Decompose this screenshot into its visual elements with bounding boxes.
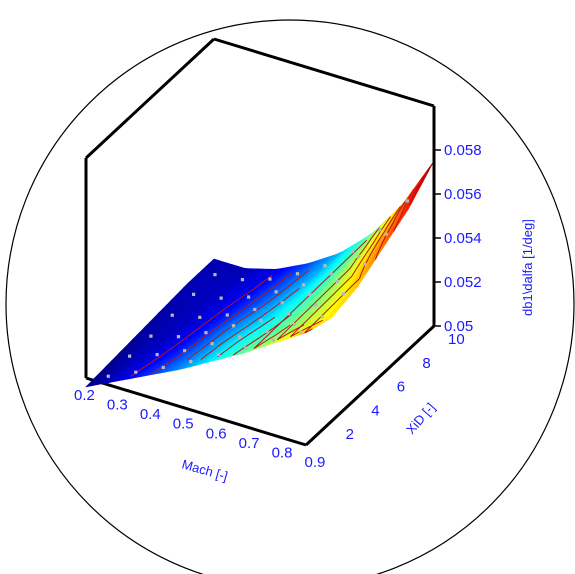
frame-edge-back-4 (85, 376, 307, 447)
data-point (259, 319, 263, 323)
data-point (268, 277, 272, 281)
data-point (274, 290, 278, 294)
frame-edge-back-2 (213, 37, 435, 108)
y-tick-label: 4 (371, 402, 379, 419)
data-point (106, 374, 110, 378)
data-point (149, 334, 153, 338)
data-point (271, 338, 275, 342)
data-point (308, 292, 312, 296)
contour-line-8 (290, 216, 391, 338)
data-point (155, 353, 159, 357)
data-point (213, 273, 217, 277)
x-tick-label: 0.9 (305, 454, 326, 471)
data-point (176, 335, 181, 339)
data-point (240, 278, 245, 282)
viewport-ring (5, 19, 575, 574)
data-point (314, 303, 318, 307)
z-axis-title: db1\dalfa [1/deg] (520, 219, 535, 316)
y-axis-title: XiD [-] (403, 400, 438, 437)
data-point (210, 342, 214, 346)
front-frame (304, 106, 436, 447)
x-tick-label: 0.6 (206, 425, 227, 442)
y-tick-label: 10 (448, 331, 465, 348)
data-point (134, 370, 138, 374)
x-axis-title: Mach [-] (180, 456, 229, 483)
data-point (189, 360, 193, 364)
data-point (302, 283, 306, 287)
data-point (247, 295, 251, 299)
data-point (363, 262, 367, 266)
data-point (320, 315, 324, 319)
contour-line-9 (304, 206, 401, 334)
contour-lines (130, 172, 427, 377)
data-point (335, 280, 339, 284)
contour-line-4 (217, 316, 275, 358)
data-point (225, 313, 229, 317)
z-tick-label: 0.058 (444, 142, 482, 159)
contour-line-1 (150, 272, 293, 375)
data-point (357, 254, 361, 259)
data-point (329, 271, 333, 276)
data-point (384, 232, 388, 236)
data-point (231, 324, 236, 328)
contour-line-3 (200, 288, 300, 360)
data-point (216, 352, 220, 357)
y-tick-label: 2 (346, 426, 354, 443)
contour-line-7 (276, 227, 380, 341)
frame-edge-front-0 (304, 324, 436, 447)
data-point (350, 249, 355, 254)
x-tick-label: 0.2 (74, 387, 95, 404)
contour-line-11 (393, 188, 415, 232)
z-tick-label: 0.056 (444, 186, 482, 203)
y-tick-label: 8 (422, 355, 430, 372)
data-point (378, 228, 382, 232)
data-point (295, 272, 300, 276)
data-point (280, 301, 284, 305)
contour-line-0 (130, 274, 273, 377)
data-point (323, 264, 327, 268)
y-tick-label: 6 (397, 379, 405, 396)
contour-line-6 (253, 239, 368, 350)
data-point (299, 330, 303, 334)
x-tick-label: 0.8 (272, 444, 293, 461)
data-point (198, 315, 202, 319)
data-point (405, 199, 410, 203)
data-point (244, 346, 248, 350)
contour-line-2 (186, 269, 310, 361)
z-tick-label: 0.05 (444, 318, 473, 335)
surface-mesh (85, 160, 435, 388)
data-point (219, 296, 223, 300)
data-point (128, 354, 132, 358)
data-points (106, 199, 410, 378)
data-point (286, 312, 291, 316)
contour-line-12 (410, 183, 419, 205)
x-tick-label: 0.4 (140, 406, 161, 423)
z-tick-label: 0.054 (444, 230, 482, 247)
x-tick-label: 0.5 (173, 416, 194, 433)
data-point (192, 292, 196, 296)
data-point (238, 335, 242, 339)
data-point (183, 349, 187, 353)
tick-labels: 0.2 0.3 0.4 0.5 0.6 0.7 0.8 0.9 24 68 100.05 0.052 0… (74, 142, 482, 471)
x-tick-label: 0.3 (107, 397, 128, 414)
data-point (204, 331, 208, 335)
contour-line-13 (421, 172, 427, 183)
data-point (161, 365, 165, 370)
data-point (293, 322, 297, 327)
data-point (265, 329, 269, 334)
data-point (341, 292, 346, 296)
data-point (253, 307, 257, 312)
frame-edge-back-1 (84, 37, 216, 160)
data-point (170, 313, 174, 317)
z-tick-label: 0.052 (444, 274, 482, 291)
x-tick-label: 0.7 (239, 435, 260, 452)
